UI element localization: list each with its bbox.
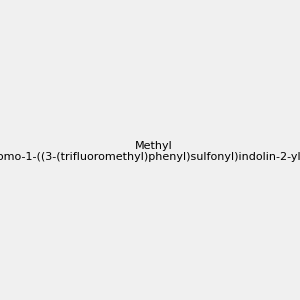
Text: Methyl 2-(6-bromo-1-((3-(trifluoromethyl)phenyl)sulfonyl)indolin-2-yl)acetate: Methyl 2-(6-bromo-1-((3-(trifluoromethyl… <box>0 141 300 162</box>
